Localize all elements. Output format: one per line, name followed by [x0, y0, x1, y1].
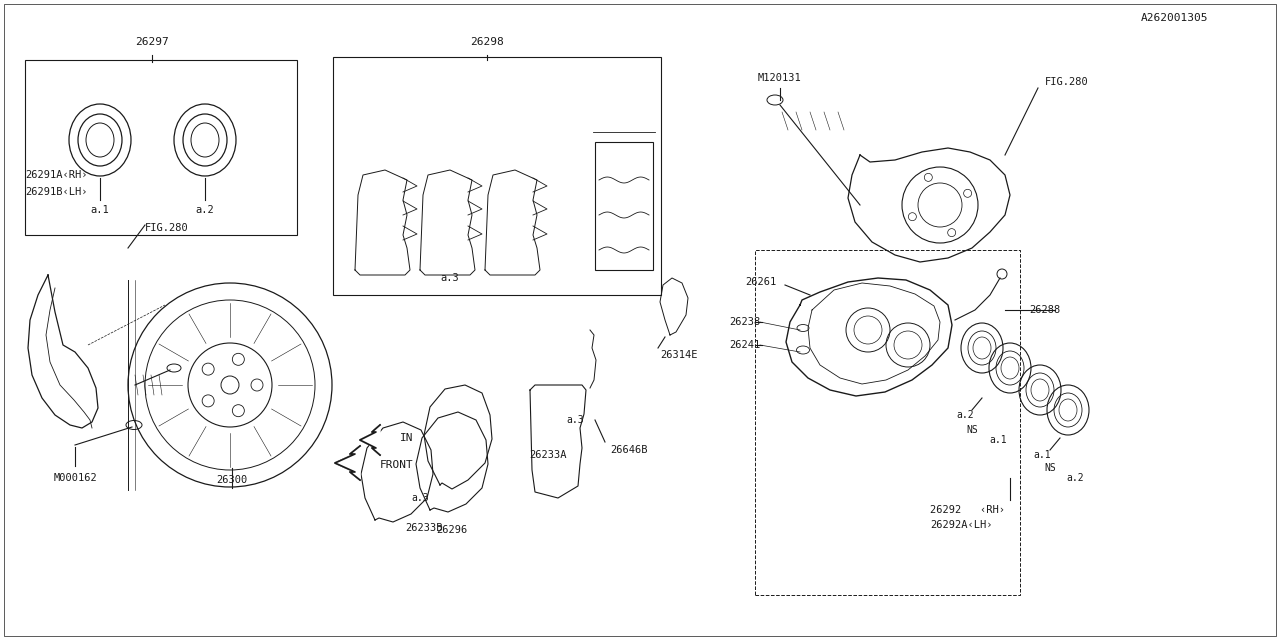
Text: 26288: 26288 [1029, 305, 1060, 315]
Text: a.1: a.1 [91, 205, 109, 215]
Text: IN: IN [399, 433, 413, 443]
Text: 26291A‹RH›: 26291A‹RH› [26, 170, 87, 180]
Text: 26233A: 26233A [529, 450, 567, 460]
Polygon shape [335, 446, 360, 480]
Text: a.2: a.2 [1066, 473, 1084, 483]
Text: FIG.280: FIG.280 [145, 223, 189, 233]
Text: M120131: M120131 [758, 73, 801, 83]
Text: 26292   ‹RH›: 26292 ‹RH› [931, 505, 1005, 515]
Text: a.1: a.1 [1033, 450, 1051, 460]
Text: 26233B: 26233B [404, 523, 443, 533]
Text: a.2: a.2 [196, 205, 214, 215]
Bar [26, 60, 297, 235]
Text: FRONT: FRONT [380, 460, 413, 470]
Text: 26238: 26238 [728, 317, 760, 327]
Bar [333, 57, 660, 295]
Text: FIG.280: FIG.280 [1044, 77, 1089, 87]
Text: M000162: M000162 [54, 473, 97, 483]
Text: 26300: 26300 [216, 475, 247, 485]
Bar [595, 142, 653, 270]
Polygon shape [360, 425, 380, 455]
Text: a.3: a.3 [440, 273, 460, 283]
Text: a.1: a.1 [989, 435, 1007, 445]
Text: 26314E: 26314E [660, 350, 698, 360]
Ellipse shape [125, 420, 142, 429]
Text: 26646B: 26646B [611, 445, 648, 455]
Text: a.2: a.2 [956, 410, 974, 420]
Text: 26296: 26296 [436, 525, 467, 535]
Text: A262001305: A262001305 [1142, 13, 1208, 23]
Text: 26297: 26297 [136, 37, 169, 47]
Text: 26261: 26261 [745, 277, 776, 287]
Text: 26298: 26298 [470, 37, 504, 47]
Text: 26291B‹LH›: 26291B‹LH› [26, 187, 87, 197]
Text: 26241: 26241 [728, 340, 760, 350]
Ellipse shape [767, 95, 783, 105]
Text: NS: NS [966, 425, 978, 435]
Bar [755, 250, 1020, 595]
Text: 26292A‹LH›: 26292A‹LH› [931, 520, 992, 530]
Ellipse shape [166, 364, 180, 372]
Text: a.3: a.3 [566, 415, 584, 425]
Text: a.3: a.3 [411, 493, 429, 503]
Text: NS: NS [1044, 463, 1056, 473]
